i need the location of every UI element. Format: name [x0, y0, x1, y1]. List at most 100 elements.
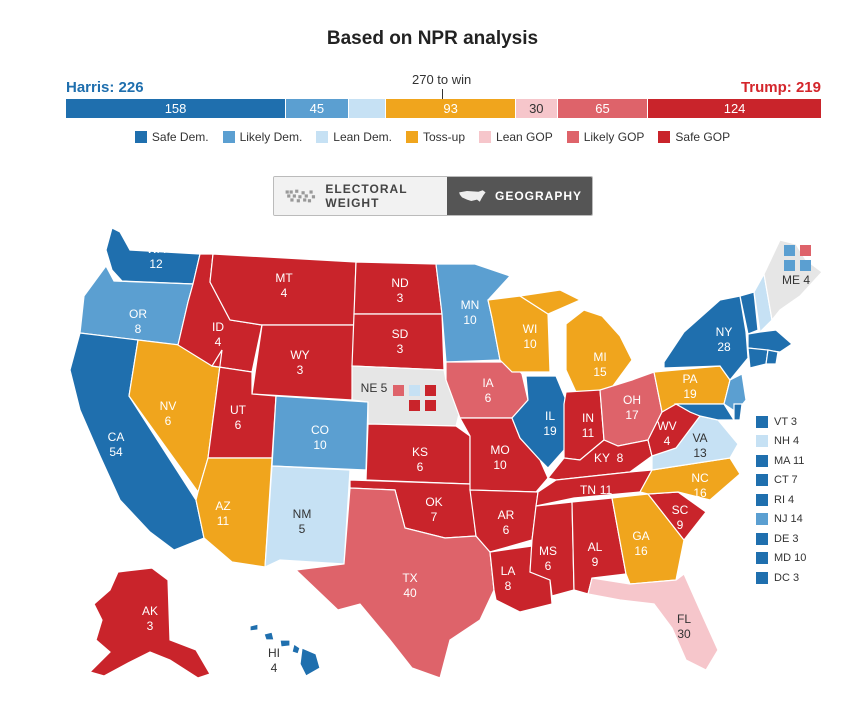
- state-label: SC: [672, 503, 689, 517]
- state-label: NM: [293, 507, 312, 521]
- legend-label: Lean GOP: [496, 130, 553, 144]
- small-state-swatch: [756, 454, 768, 467]
- bar-segment-lean-gop: 30: [515, 99, 558, 118]
- electoral-vote-bar: 158 45 93 30 65 124: [66, 99, 821, 118]
- legend-item-tossup: Toss-up: [405, 130, 465, 144]
- state-label: 4: [271, 661, 278, 675]
- ne-district-3: [425, 385, 436, 396]
- state-label: SD: [392, 327, 409, 341]
- state-AR[interactable]: [469, 489, 539, 553]
- small-state-swatch: [756, 435, 768, 448]
- state-label: 19: [683, 387, 697, 401]
- small-state-item[interactable]: NH 4: [756, 432, 806, 452]
- state-label: WA: [147, 242, 166, 256]
- state-label: ME 4: [782, 273, 810, 287]
- bar-segment-safe-dem: 158: [66, 99, 287, 118]
- state-label: ID: [212, 320, 224, 334]
- small-state-item[interactable]: RI 4: [756, 490, 806, 510]
- ne-district-2: [409, 385, 420, 396]
- state-label: 28: [717, 340, 731, 354]
- win-threshold-label: 270 to win: [412, 72, 472, 87]
- state-AZ[interactable]: [195, 457, 273, 568]
- state-FL[interactable]: [587, 573, 719, 671]
- state-label: AZ: [215, 499, 230, 513]
- legend-item-likely-gop: Likely GOP: [566, 130, 645, 144]
- legend-swatch: [566, 131, 579, 143]
- state-label: 13: [693, 446, 707, 460]
- bar-segment-safe-gop: 124: [648, 99, 821, 118]
- state-label: 30: [677, 627, 691, 641]
- state-TX[interactable]: [294, 487, 495, 679]
- state-label: 5: [299, 522, 306, 536]
- small-state-swatch: [756, 513, 768, 526]
- state-DE[interactable]: [733, 403, 743, 421]
- state-MD[interactable]: [673, 403, 736, 421]
- state-label: 19: [543, 424, 557, 438]
- state-label: 40: [403, 586, 417, 600]
- state-CT[interactable]: [747, 347, 769, 369]
- state-label: FL: [677, 612, 691, 626]
- small-state-swatch: [756, 474, 768, 487]
- legend-label: Lean Dem.: [333, 130, 392, 144]
- state-label: 16: [634, 544, 648, 558]
- small-state-item[interactable]: MA 11: [756, 451, 806, 471]
- state-label: 54: [109, 445, 123, 459]
- state-label: 10: [463, 313, 477, 327]
- small-state-item[interactable]: MD 10: [756, 549, 806, 569]
- legend-swatch: [316, 131, 329, 143]
- state-label: 8: [617, 451, 624, 465]
- state-label: PA: [682, 372, 697, 386]
- state-NE[interactable]: [351, 365, 461, 427]
- state-label: 6: [235, 418, 242, 432]
- small-state-label: NH 4: [774, 435, 800, 448]
- state-WA[interactable]: [105, 227, 201, 285]
- bar-segment-likely-dem: 45: [286, 99, 349, 118]
- state-label: 4: [664, 434, 671, 448]
- state-label: 11: [582, 426, 595, 440]
- state-label: AK: [142, 604, 158, 618]
- state-ME[interactable]: [763, 239, 823, 322]
- small-state-item[interactable]: CT 7: [756, 471, 806, 491]
- state-NY[interactable]: [663, 295, 749, 381]
- state-label: KY: [594, 451, 610, 465]
- me-district-4: [800, 260, 811, 271]
- legend-swatch: [222, 131, 235, 143]
- small-state-label: MA 11: [774, 454, 805, 467]
- legend-item-safe-gop: Safe GOP: [658, 130, 730, 144]
- state-label: TX: [402, 571, 417, 585]
- state-label: MN: [461, 298, 480, 312]
- me-district-1: [784, 245, 795, 256]
- state-RI[interactable]: [765, 349, 779, 365]
- state-NM[interactable]: [264, 465, 351, 568]
- me-district-2: [800, 245, 811, 256]
- small-state-item[interactable]: VT 3: [756, 412, 806, 432]
- small-state-item[interactable]: NJ 14: [756, 510, 806, 530]
- geography-button[interactable]: GEOGRAPHY: [447, 177, 592, 215]
- state-IL[interactable]: [511, 375, 567, 469]
- state-label: OR: [129, 307, 147, 321]
- state-HI[interactable]: [249, 623, 321, 677]
- cartogram-icon: [285, 189, 316, 203]
- state-label: OH: [623, 393, 641, 407]
- state-label: WV: [657, 419, 676, 433]
- geography-label: GEOGRAPHY: [494, 189, 582, 203]
- small-state-item[interactable]: DC 3: [756, 568, 806, 588]
- state-MI[interactable]: [518, 289, 633, 393]
- electoral-weight-button[interactable]: ELECTORAL WEIGHT: [274, 177, 447, 215]
- small-state-label: DC 3: [774, 571, 800, 584]
- state-VT[interactable]: [739, 291, 759, 335]
- legend-label: Likely GOP: [583, 130, 645, 144]
- state-label: NE 5: [361, 381, 388, 395]
- state-label: NV: [160, 399, 177, 413]
- small-state-label: RI 4: [774, 493, 795, 506]
- state-label: 3: [397, 291, 404, 305]
- small-state-item[interactable]: DE 3: [756, 529, 806, 549]
- state-label: AL: [588, 540, 603, 554]
- state-AK[interactable]: [88, 567, 211, 679]
- small-state-label: CT 7: [774, 474, 798, 487]
- small-state-swatch: [756, 415, 768, 428]
- state-label: 16: [693, 486, 707, 500]
- state-label: 6: [503, 523, 510, 537]
- legend-swatch: [134, 131, 147, 143]
